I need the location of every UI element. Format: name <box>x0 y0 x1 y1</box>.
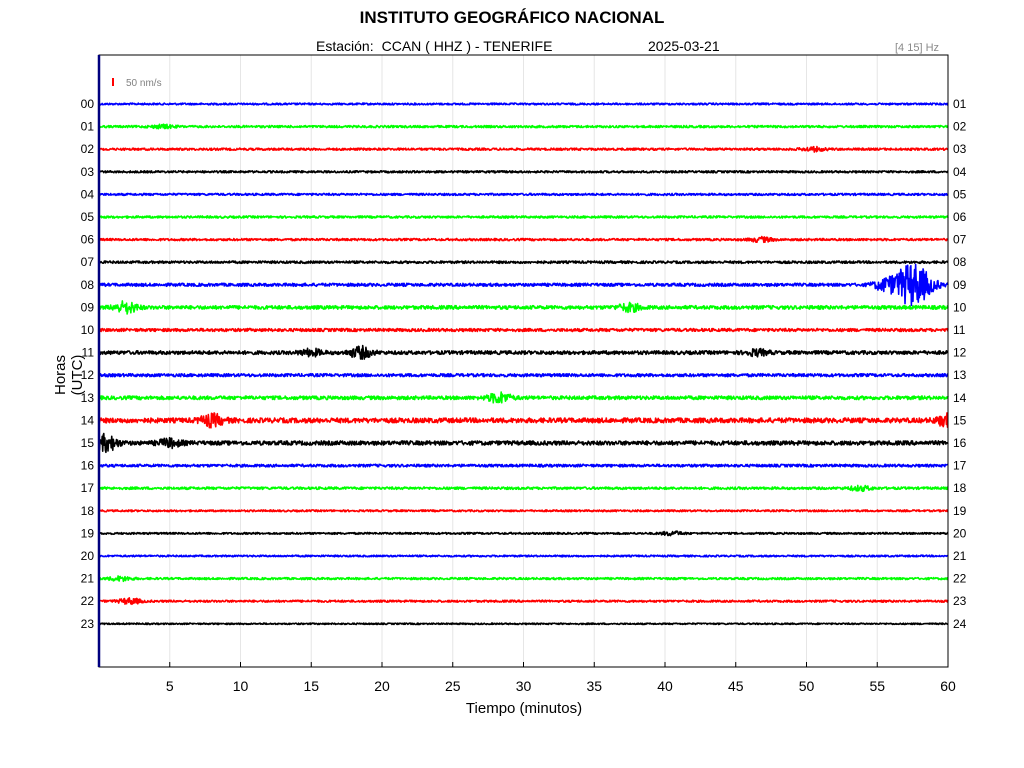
y-tick-label-right: 15 <box>953 413 967 427</box>
y-tick-label-right: 20 <box>953 526 967 540</box>
grid <box>169 55 949 667</box>
y-tick-label-right: 21 <box>953 549 967 563</box>
amplitude-scale: 50 nm/s <box>112 78 162 89</box>
y-tick-label-right: 11 <box>953 323 966 337</box>
seismic-trace-06 <box>98 235 949 244</box>
seismic-trace-01 <box>98 123 949 130</box>
seismic-trace-08 <box>98 263 949 307</box>
y-tick-label-left: 16 <box>81 459 95 473</box>
seismic-trace-15 <box>98 432 949 454</box>
scale-bar <box>112 78 114 86</box>
y-tick-label-left: 08 <box>81 278 95 292</box>
y-tick-label-right: 07 <box>953 233 967 247</box>
x-tick-label: 60 <box>940 678 956 694</box>
date-label: 2025-03-21 <box>648 38 720 54</box>
y-tick-label-left: 21 <box>81 572 95 586</box>
y-tick-label-left: 15 <box>81 436 95 450</box>
y-tick-label-left: 18 <box>81 504 95 518</box>
y-tick-label-right: 24 <box>953 617 967 631</box>
y-tick-label-left: 20 <box>81 549 95 563</box>
y-tick-label-left: 04 <box>81 187 95 201</box>
y-tick-label-right: 05 <box>953 187 967 201</box>
seismic-trace-05 <box>98 215 949 219</box>
x-tick-label: 50 <box>799 678 815 694</box>
y-tick-label-left: 06 <box>81 233 95 247</box>
y-tick-label-left: 19 <box>81 526 95 540</box>
x-tick-label: 35 <box>586 678 602 694</box>
y-tick-label-left: 07 <box>81 255 95 269</box>
y-tick-label-left: 00 <box>81 97 95 111</box>
y-tick-label-right: 09 <box>953 278 967 292</box>
x-tick-label: 55 <box>869 678 885 694</box>
y-tick-label-left: 23 <box>81 617 95 631</box>
x-tick-label: 5 <box>166 678 174 694</box>
y-tick-label-left: 09 <box>81 300 95 314</box>
seismic-trace-21 <box>98 575 949 583</box>
seismic-trace-18 <box>98 509 949 513</box>
y-tick-label-right: 13 <box>953 368 967 382</box>
seismic-trace-09 <box>98 300 949 315</box>
y-tick-label-right: 08 <box>953 255 967 269</box>
station-label: Estación: <box>316 38 374 54</box>
y-tick-label-left: 12 <box>81 368 95 382</box>
seismic-trace-04 <box>98 192 949 197</box>
y-tick-label-right: 06 <box>953 210 967 224</box>
y-tick-label-right: 02 <box>953 120 967 134</box>
x-tick-label: 25 <box>445 678 461 694</box>
y-tick-label-right: 12 <box>953 346 967 360</box>
y-tick-label-left: 01 <box>81 120 95 134</box>
seismic-trace-22 <box>98 596 949 606</box>
x-tick-label: 10 <box>233 678 249 694</box>
filter-band-label: [4 15] Hz <box>895 42 940 54</box>
seismic-trace-07 <box>98 260 949 265</box>
seismic-trace-00 <box>98 102 949 106</box>
y-tick-label-right: 23 <box>953 594 967 608</box>
x-tick-label: 45 <box>728 678 744 694</box>
y-tick-label-left: 17 <box>81 481 95 495</box>
y-tick-label-left: 10 <box>81 323 95 337</box>
y-tick-label-left: 14 <box>81 413 95 427</box>
traces <box>98 102 949 626</box>
seismic-trace-16 <box>98 463 949 468</box>
y-tick-label-left: 22 <box>81 594 95 608</box>
y-tick-label-right: 04 <box>953 165 967 179</box>
y-tick-label-right: 19 <box>953 504 967 518</box>
x-tick-label: 15 <box>303 678 319 694</box>
station-subtitle: Estación: CCAN ( HHZ ) - TENERIFE <box>316 38 552 54</box>
seismic-trace-11 <box>98 344 949 361</box>
seismic-trace-23 <box>98 622 949 626</box>
scale-label: 50 nm/s <box>126 78 162 89</box>
seismic-trace-20 <box>98 554 949 558</box>
seismic-trace-12 <box>98 372 949 378</box>
x-axis-label: Tiempo (minutos) <box>465 700 583 717</box>
seismic-trace-14 <box>98 412 949 429</box>
y-tick-label-right: 17 <box>953 459 967 473</box>
axis-labels: 00 01 02 03 04 05 06 07 08 09 10 11 12 13 14 15 16 17 18 19… <box>81 97 967 694</box>
y-tick-label-left: 11 <box>82 346 95 360</box>
y-tick-label-right: 14 <box>953 391 967 405</box>
y-tick-label-right: 16 <box>953 436 967 450</box>
y-tick-label-right: 22 <box>953 572 967 586</box>
seismic-trace-19 <box>98 530 949 537</box>
y-tick-label-right: 10 <box>953 300 967 314</box>
y-tick-label-right: 18 <box>953 481 967 495</box>
y-tick-label-left: 13 <box>81 391 95 405</box>
y-tick-label-right: 01 <box>953 97 967 111</box>
seismic-trace-02 <box>98 145 949 153</box>
y-tick-label-right: 03 <box>953 142 967 156</box>
seismic-trace-10 <box>98 327 949 333</box>
chart-title: INSTITUTO GEOGRÁFICO NACIONAL <box>359 8 665 27</box>
x-tick-label: 40 <box>657 678 673 694</box>
x-tick-label: 30 <box>516 678 532 694</box>
seismic-trace-17 <box>98 484 949 493</box>
seismic-trace-13 <box>98 391 949 404</box>
y-tick-label-left: 05 <box>81 210 95 224</box>
station-name: CCAN ( HHZ ) - TENERIFE <box>381 38 553 54</box>
y-tick-label-left: 02 <box>81 142 95 156</box>
x-tick-label: 20 <box>374 678 390 694</box>
seismic-trace-03 <box>98 169 949 174</box>
y-tick-label-left: 03 <box>81 165 95 179</box>
